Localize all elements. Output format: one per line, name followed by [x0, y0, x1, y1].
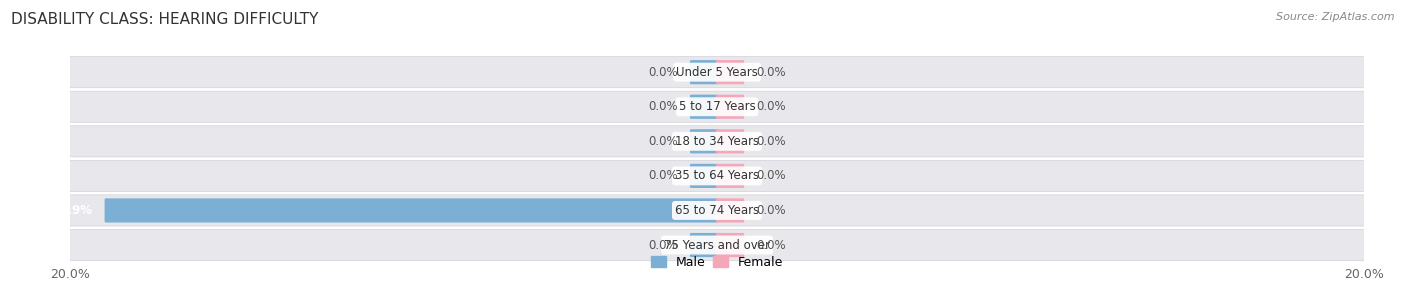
Text: 0.0%: 0.0%: [648, 66, 678, 79]
FancyBboxPatch shape: [690, 95, 718, 119]
FancyBboxPatch shape: [716, 198, 744, 223]
FancyBboxPatch shape: [67, 126, 1367, 157]
FancyBboxPatch shape: [716, 233, 744, 257]
Text: 18 to 34 Years: 18 to 34 Years: [675, 135, 759, 148]
FancyBboxPatch shape: [67, 57, 1367, 88]
Text: 75 Years and over: 75 Years and over: [664, 239, 770, 252]
FancyBboxPatch shape: [690, 164, 718, 188]
FancyBboxPatch shape: [67, 91, 1367, 122]
Text: 0.0%: 0.0%: [756, 169, 786, 182]
Text: 0.0%: 0.0%: [756, 239, 786, 252]
Text: 0.0%: 0.0%: [756, 135, 786, 148]
Text: Under 5 Years: Under 5 Years: [676, 66, 758, 79]
Text: 0.0%: 0.0%: [648, 239, 678, 252]
Text: 0.0%: 0.0%: [648, 100, 678, 113]
FancyBboxPatch shape: [716, 95, 744, 119]
FancyBboxPatch shape: [716, 129, 744, 153]
FancyBboxPatch shape: [690, 60, 718, 84]
FancyBboxPatch shape: [104, 198, 718, 223]
FancyBboxPatch shape: [67, 160, 1367, 192]
FancyBboxPatch shape: [690, 129, 718, 153]
Text: 65 to 74 Years: 65 to 74 Years: [675, 204, 759, 217]
Text: 0.0%: 0.0%: [648, 135, 678, 148]
Text: DISABILITY CLASS: HEARING DIFFICULTY: DISABILITY CLASS: HEARING DIFFICULTY: [11, 12, 319, 27]
Text: 0.0%: 0.0%: [756, 66, 786, 79]
FancyBboxPatch shape: [67, 195, 1367, 226]
Text: 0.0%: 0.0%: [756, 100, 786, 113]
Legend: Male, Female: Male, Female: [647, 252, 787, 273]
Text: 0.0%: 0.0%: [756, 204, 786, 217]
FancyBboxPatch shape: [716, 60, 744, 84]
Text: 35 to 64 Years: 35 to 64 Years: [675, 169, 759, 182]
FancyBboxPatch shape: [716, 164, 744, 188]
FancyBboxPatch shape: [690, 233, 718, 257]
Text: Source: ZipAtlas.com: Source: ZipAtlas.com: [1277, 12, 1395, 22]
FancyBboxPatch shape: [67, 229, 1367, 260]
Text: 18.9%: 18.9%: [52, 204, 93, 217]
Text: 0.0%: 0.0%: [648, 169, 678, 182]
Text: 5 to 17 Years: 5 to 17 Years: [679, 100, 755, 113]
